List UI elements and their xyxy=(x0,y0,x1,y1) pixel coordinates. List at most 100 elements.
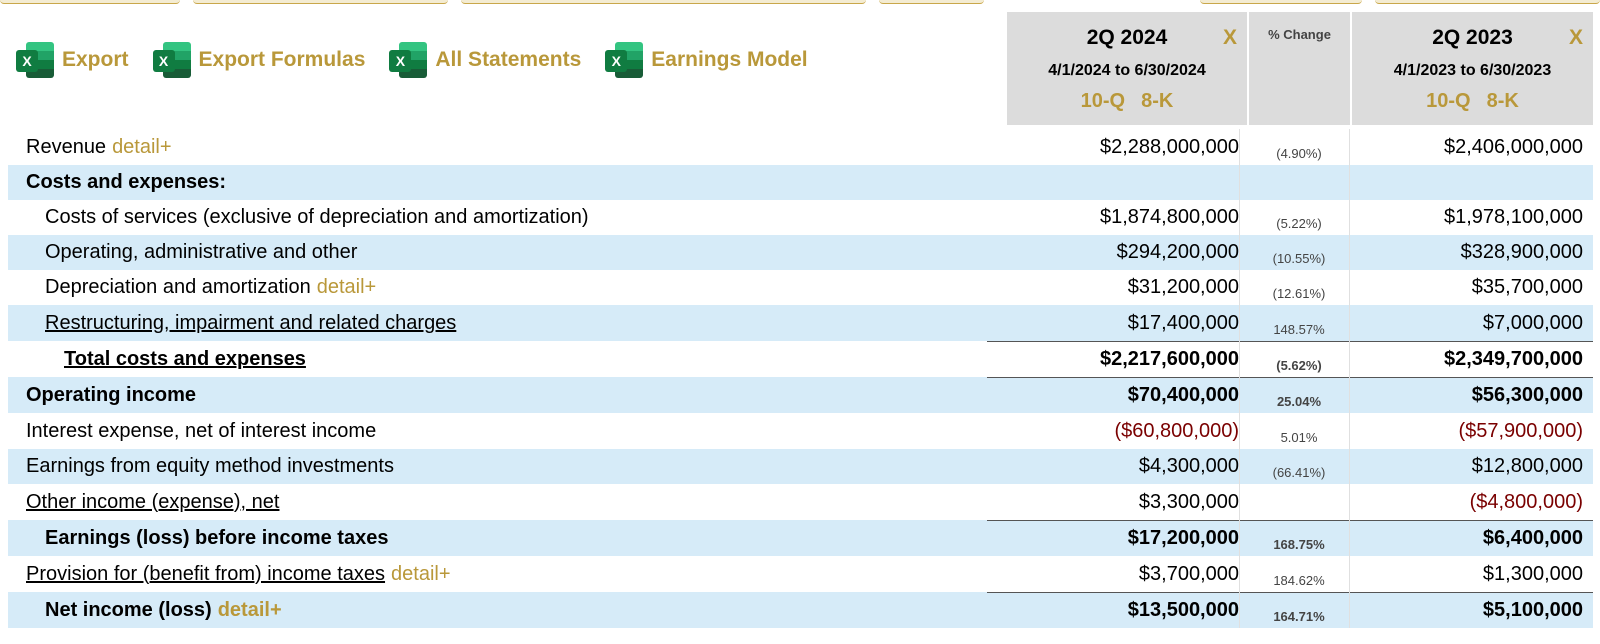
filing-links: 10-Q 8-K xyxy=(1007,90,1247,113)
value-current: $70,400,000 xyxy=(1007,377,1240,413)
10q-link[interactable]: 10-Q xyxy=(1426,90,1471,112)
all-statements-button[interactable]: X All Statements xyxy=(389,41,581,79)
value-prior: $1,978,100,000 xyxy=(1443,206,1583,228)
tab-6[interactable] xyxy=(1375,0,1600,4)
value-current: $17,200,000 xyxy=(1007,520,1240,556)
row-label: Operating income xyxy=(26,383,197,406)
period-title: 2Q 2024 xyxy=(1086,26,1168,49)
value-current: $2,288,000,000 xyxy=(1007,129,1240,165)
value-prior: ($57,900,000) xyxy=(1458,419,1583,442)
percent-change: (5.62%) xyxy=(1249,341,1350,377)
value-prior: $5,100,000 xyxy=(1482,598,1583,621)
percent-change xyxy=(1249,484,1350,520)
value-prior: $2,349,700,000 xyxy=(1443,347,1583,370)
10q-link[interactable]: 10-Q xyxy=(1080,90,1126,112)
detail-link[interactable]: detail+ xyxy=(217,598,282,621)
percent-change: (66.41%) xyxy=(1249,449,1350,484)
percent-change: 168.75% xyxy=(1249,520,1350,556)
filing-links: 10-Q 8-K xyxy=(1352,90,1593,113)
percent-change: 164.71% xyxy=(1249,592,1350,628)
export-formulas-button[interactable]: X Export Formulas xyxy=(152,41,366,79)
value-prior: $35,700,000 xyxy=(1471,276,1583,298)
total-divider xyxy=(987,377,1593,378)
row-label: Restructuring, impairment and related ch… xyxy=(45,311,457,334)
value-current: $3,700,000 xyxy=(1007,556,1240,592)
earnings-model-label: Earnings Model xyxy=(651,48,808,71)
excel-icon: X xyxy=(389,41,429,79)
table-row: Restructuring, impairment and related ch… xyxy=(8,305,1593,341)
export-label: Export xyxy=(62,48,129,71)
row-label: Interest expense, net of interest income xyxy=(26,419,377,442)
row-label: Net income (loss) xyxy=(45,598,212,621)
period-dates: 4/1/2024 to 6/30/2024 xyxy=(1048,62,1206,79)
value-prior: $328,900,000 xyxy=(1460,241,1583,263)
percent-change-header: % Change xyxy=(1249,12,1350,125)
total-divider xyxy=(987,592,1593,593)
value-current: $13,500,000 xyxy=(1007,592,1240,628)
value-current: $294,200,000 xyxy=(1007,235,1240,270)
period-title: 2Q 2023 xyxy=(1432,26,1513,49)
all-statements-label: All Statements xyxy=(435,48,582,71)
earnings-model-button[interactable]: X Earnings Model xyxy=(605,41,808,79)
table-row: Earnings from equity method investments … xyxy=(8,449,1593,484)
value-current: ($60,800,000) xyxy=(1007,413,1240,449)
value-prior: ($4,800,000) xyxy=(1469,490,1583,513)
table-row-section-header: Costs and expenses: xyxy=(8,165,1593,200)
table-row-total: Total costs and expenses $2,217,600,000 … xyxy=(8,341,1593,377)
table-row-revenue: Revenue detail+ $2,288,000,000 (4.90%) $2… xyxy=(8,129,1593,165)
tab-1[interactable] xyxy=(0,0,180,4)
row-label: Total costs and expenses xyxy=(64,347,306,370)
export-toolbar: X Export X Export Formulas X All Stateme… xyxy=(16,40,832,80)
value-current: $17,400,000 xyxy=(1007,305,1240,341)
percent-change: 25.04% xyxy=(1249,377,1350,413)
tab-4[interactable] xyxy=(879,0,984,4)
row-label: Revenue xyxy=(26,135,107,158)
row-label: Other income (expense), net xyxy=(26,490,280,513)
table-row-total: Net income (loss) detail+ $13,500,000 164… xyxy=(8,592,1593,628)
row-label: Earnings (loss) before income taxes xyxy=(45,526,389,549)
percent-change: (12.61%) xyxy=(1249,270,1350,305)
remove-period-button[interactable]: X xyxy=(1222,26,1237,49)
period-header-prior: 2Q 2023 X 4/1/2023 to 6/30/2023 10-Q 8-K xyxy=(1352,12,1593,125)
remove-period-button[interactable]: X xyxy=(1568,26,1583,49)
value-current: $4,300,000 xyxy=(1007,449,1240,484)
8k-link[interactable]: 8-K xyxy=(1486,90,1519,112)
value-prior xyxy=(1352,165,1583,200)
tab-strip xyxy=(0,0,1600,4)
tab-2[interactable] xyxy=(193,0,448,4)
table-row: Provision for (benefit from) income taxe… xyxy=(8,556,1593,592)
row-label: Depreciation and amortization xyxy=(45,276,311,298)
percent-change: (10.55%) xyxy=(1249,235,1350,270)
row-label: Costs of services (exclusive of deprecia… xyxy=(45,206,589,228)
table-row: Other income (expense), net $3,300,000 (… xyxy=(8,484,1593,520)
value-prior: $12,800,000 xyxy=(1471,455,1583,477)
value-prior: $7,000,000 xyxy=(1482,311,1583,334)
value-current: $2,217,600,000 xyxy=(1007,341,1240,377)
export-formulas-label: Export Formulas xyxy=(198,48,366,71)
tab-3[interactable] xyxy=(461,0,866,4)
table-row-total: Operating income $70,400,000 25.04% $56,… xyxy=(8,377,1593,413)
detail-link[interactable]: detail+ xyxy=(316,276,377,298)
table-row-total: Earnings (loss) before income taxes $17,… xyxy=(8,520,1593,556)
row-label: Provision for (benefit from) income taxe… xyxy=(26,562,386,585)
value-current xyxy=(1007,165,1240,200)
detail-link[interactable]: detail+ xyxy=(391,562,451,585)
excel-icon: X xyxy=(605,41,645,79)
detail-link[interactable]: detail+ xyxy=(112,135,172,158)
percent-change: 148.57% xyxy=(1249,305,1350,341)
row-label: Operating, administrative and other xyxy=(45,241,358,263)
percent-change: 184.62% xyxy=(1249,556,1350,592)
percent-change: (4.90%) xyxy=(1249,129,1350,165)
excel-icon: X xyxy=(152,41,193,79)
value-current: $3,300,000 xyxy=(1007,484,1240,520)
percent-change: 5.01% xyxy=(1249,413,1350,449)
period-dates: 4/1/2023 to 6/30/2023 xyxy=(1393,62,1552,79)
export-button[interactable]: X Export xyxy=(16,41,129,79)
8k-link[interactable]: 8-K xyxy=(1141,90,1174,112)
value-prior: $1,300,000 xyxy=(1482,562,1583,585)
income-statement-table: Revenue detail+ $2,288,000,000 (4.90%) $2… xyxy=(8,129,1593,628)
total-divider xyxy=(987,520,1593,521)
percent-change-title: % Change xyxy=(1268,27,1331,42)
row-label: Earnings from equity method investments xyxy=(26,455,394,477)
tab-5[interactable] xyxy=(1200,0,1362,4)
